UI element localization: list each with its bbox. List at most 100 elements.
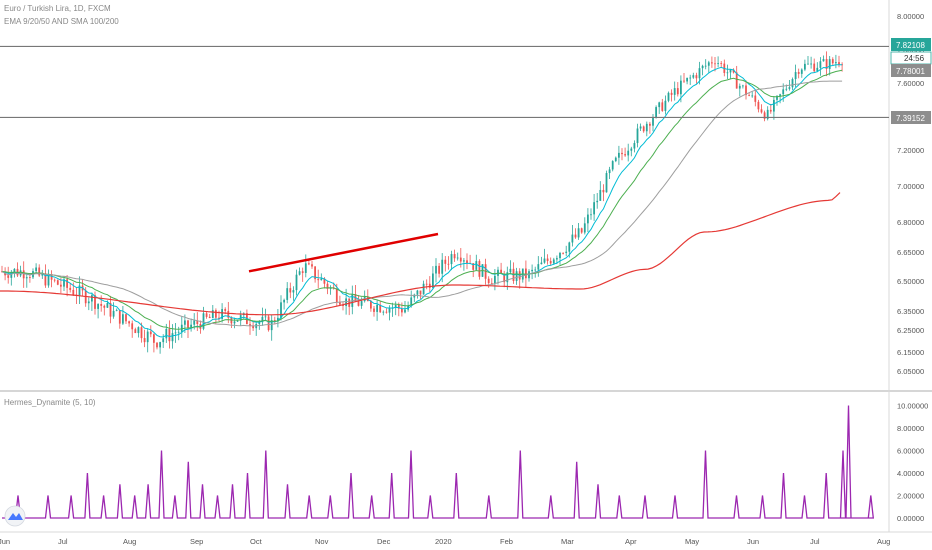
- candle-body: [835, 62, 837, 64]
- candle-body: [593, 202, 595, 215]
- candle-body: [298, 271, 301, 275]
- tradingview-cloud-icon[interactable]: [4, 505, 26, 527]
- candle-body: [785, 88, 788, 90]
- candle-body: [825, 59, 828, 69]
- candle-body: [125, 314, 127, 322]
- candle-body: [590, 214, 592, 216]
- trendline[interactable]: [248, 232, 439, 273]
- candle-body: [748, 95, 750, 96]
- candle-body: [140, 327, 143, 339]
- candle-body: [658, 102, 661, 108]
- candle-body: [218, 317, 220, 319]
- candle-body: [320, 278, 323, 281]
- candle-body: [478, 261, 481, 277]
- candle-body: [112, 310, 115, 317]
- indicator-pane[interactable]: [0, 392, 889, 532]
- candle-body: [109, 302, 112, 317]
- candle-body: [704, 65, 707, 67]
- candle-body: [742, 85, 744, 87]
- candle-body: [146, 331, 149, 343]
- candle-body: [670, 92, 673, 95]
- candle-body: [459, 257, 462, 262]
- candle-body: [308, 263, 310, 265]
- candle-body: [44, 273, 47, 286]
- candle-body: [236, 320, 239, 322]
- indicator-title[interactable]: Hermes_Dynamite (5, 10): [4, 398, 96, 407]
- candle-body: [816, 67, 819, 72]
- candle-body: [800, 69, 803, 74]
- candle-body: [577, 228, 580, 238]
- candle-body: [537, 264, 540, 270]
- candle-body: [373, 308, 375, 312]
- candle-body: [196, 320, 199, 324]
- candle-body: [664, 100, 667, 111]
- candle-body: [813, 63, 816, 72]
- indicator-tick-label: 4.00000: [897, 469, 924, 478]
- candle-body: [267, 316, 270, 331]
- candle-body: [69, 287, 72, 290]
- time-tick-label: 2020: [435, 537, 452, 546]
- candle-body: [655, 107, 657, 118]
- candle-body: [444, 259, 447, 264]
- candle-body: [435, 265, 437, 274]
- time-tick-label: Apr: [625, 537, 637, 546]
- price-tick-label: 6.80000: [897, 218, 924, 227]
- candle-body: [608, 169, 611, 174]
- candle-body: [624, 154, 626, 156]
- indicators-legend[interactable]: EMA 9/20/50 AND SMA 100/200: [4, 17, 119, 26]
- price-pane[interactable]: [0, 0, 889, 390]
- candle-body: [689, 77, 692, 79]
- candle-body: [828, 59, 831, 69]
- candle-body: [614, 157, 617, 162]
- candle-body: [649, 123, 651, 126]
- candle-body: [202, 313, 205, 329]
- candle-body: [720, 63, 723, 64]
- candle-body: [602, 189, 605, 193]
- candle-body: [456, 257, 459, 259]
- candle-body: [156, 342, 158, 348]
- candle-body: [264, 316, 267, 318]
- candle-body: [760, 109, 763, 113]
- candle-body: [311, 264, 313, 267]
- price-tick-label: 7.20000: [897, 146, 924, 155]
- candle-body: [97, 304, 99, 309]
- candle-body: [515, 271, 518, 281]
- time-tick-label: Mar: [561, 537, 574, 546]
- candle-body: [611, 161, 614, 170]
- candle-body: [757, 101, 760, 110]
- candle-body: [416, 290, 419, 295]
- candle-body: [357, 301, 360, 306]
- candle-body: [314, 266, 316, 280]
- candle-body: [639, 126, 642, 129]
- candle-body: [686, 77, 688, 82]
- candle-body: [159, 342, 161, 348]
- candle-body: [633, 143, 636, 149]
- candle-body: [490, 283, 493, 284]
- candle-body: [549, 260, 552, 264]
- price-tick-label: 6.05000: [897, 367, 924, 376]
- candle-body: [729, 69, 732, 73]
- ema9-line: [1, 64, 843, 338]
- indicator-line: [2, 405, 875, 519]
- candle-body: [463, 260, 465, 262]
- symbol-title[interactable]: Euro / Turkish Lira, 1D, FXCM: [4, 4, 111, 13]
- candle-body: [66, 279, 68, 288]
- candle-body: [208, 316, 211, 318]
- candle-body: [807, 63, 809, 65]
- levels-group: [0, 45, 889, 273]
- time-tick-label: Aug: [123, 537, 136, 546]
- candle-body: [766, 109, 769, 119]
- time-tick-label: Jul: [58, 537, 68, 546]
- candle-body: [506, 272, 509, 283]
- candle-body: [565, 251, 568, 253]
- candle-body: [323, 278, 326, 284]
- time-tick-label: Feb: [500, 537, 513, 546]
- candle-body: [53, 279, 56, 281]
- candle-body: [769, 109, 772, 112]
- candle-body: [438, 265, 440, 274]
- candle-body: [534, 269, 537, 271]
- candle-body: [41, 273, 44, 276]
- candle-body: [698, 68, 701, 79]
- candle-body: [277, 317, 279, 322]
